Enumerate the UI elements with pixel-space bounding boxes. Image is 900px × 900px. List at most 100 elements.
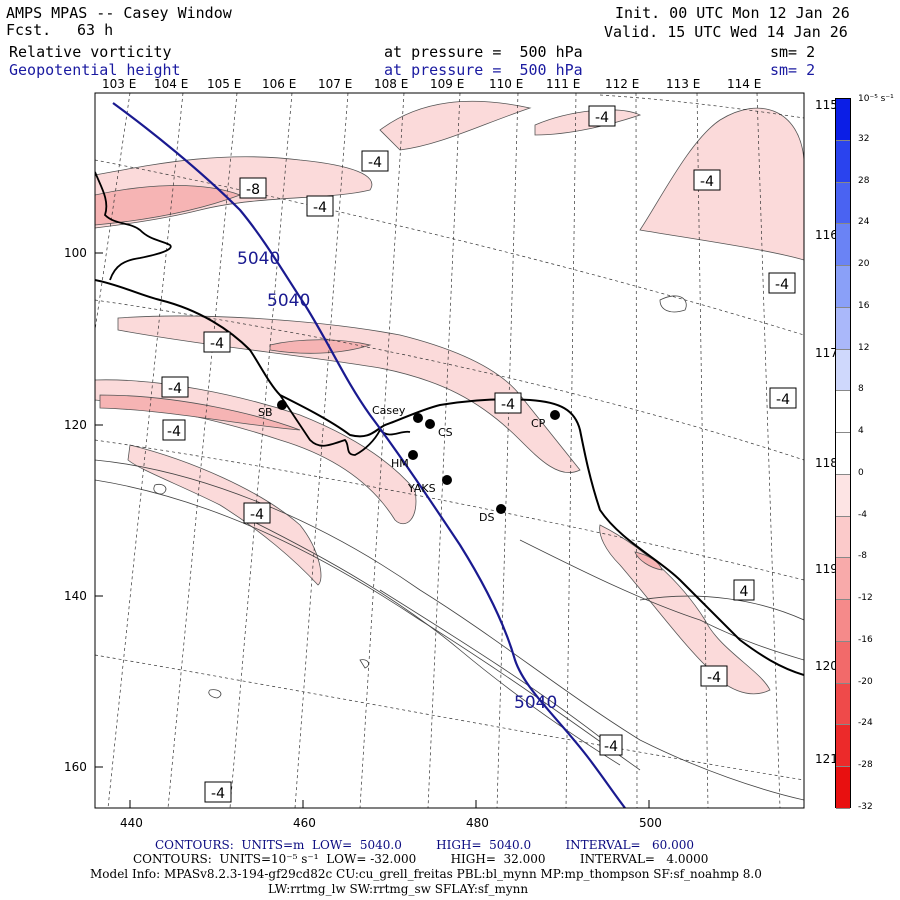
contour-label: -4 bbox=[700, 665, 728, 687]
vorticity-contours bbox=[95, 295, 804, 801]
svg-text:4: 4 bbox=[740, 584, 749, 600]
colorbar-label: 32 bbox=[858, 133, 870, 144]
colorbar-label: 0 bbox=[858, 467, 864, 478]
colorbar-label: 4 bbox=[858, 426, 864, 437]
lon-label-top: 113 E bbox=[666, 77, 701, 91]
graticule bbox=[95, 93, 804, 808]
footer-model-info: Model Info: MPASv8.2.3-194-gf29cd82c CU:… bbox=[90, 867, 762, 881]
colorbar-unit: 10⁻⁵ s⁻¹ bbox=[858, 94, 894, 104]
contour-label: -4 bbox=[306, 195, 334, 217]
colorbar-segment bbox=[836, 349, 850, 392]
colorbar-segment bbox=[836, 767, 850, 809]
colorbar-label: 16 bbox=[858, 300, 870, 311]
x-tick-label: 460 bbox=[293, 816, 316, 830]
lon-label-top: 114 E bbox=[727, 77, 762, 91]
height-label: 5040 bbox=[267, 291, 310, 311]
contour-label: -4 bbox=[162, 419, 186, 441]
lon-label-top: 111 E bbox=[546, 77, 581, 91]
colorbar-segment bbox=[836, 99, 850, 141]
svg-text:-8: -8 bbox=[246, 182, 260, 198]
colorbar-label: -28 bbox=[858, 760, 873, 771]
station-label: Casey bbox=[372, 404, 406, 417]
station-label: CS bbox=[438, 426, 453, 439]
lon-label-top: 112 E bbox=[605, 77, 640, 91]
contour-label: -4 bbox=[204, 781, 232, 803]
svg-text:-4: -4 bbox=[775, 277, 789, 293]
forecast-hour: 63 h bbox=[77, 21, 114, 39]
colorbar-segment bbox=[836, 307, 850, 350]
height-label: 5040 bbox=[514, 693, 557, 713]
contour-label: -4 bbox=[768, 272, 796, 294]
contour-label: -4 bbox=[243, 502, 271, 524]
colorbar-label: -24 bbox=[858, 718, 873, 729]
colorbar-segment bbox=[836, 600, 850, 642]
contour-label: -4 bbox=[161, 376, 189, 398]
svg-text:-4: -4 bbox=[595, 110, 609, 126]
x-tick-label: 440 bbox=[120, 816, 143, 830]
colorbar-label: -16 bbox=[858, 634, 873, 645]
colorbar-segment bbox=[836, 725, 850, 767]
x-tick-label: 480 bbox=[466, 816, 489, 830]
footer-height-contours: CONTOURS: UNITS=m LOW= 5040.0 HIGH= 5040… bbox=[155, 838, 695, 852]
svg-text:-4: -4 bbox=[604, 739, 618, 755]
svg-text:-4: -4 bbox=[700, 174, 714, 190]
station-label: SB bbox=[258, 406, 273, 419]
lon-label-top: 104 E bbox=[154, 77, 189, 91]
y-tick-label: 100 bbox=[64, 246, 87, 260]
station-markers bbox=[277, 400, 560, 514]
colorbar-segment bbox=[836, 391, 850, 433]
valid-time: Valid. 15 UTC Wed 14 Jan 26 bbox=[604, 23, 848, 41]
colorbar-segment bbox=[836, 683, 850, 726]
station-label: YAKS bbox=[407, 482, 436, 495]
init-time: Init. 00 UTC Mon 12 Jan 26 bbox=[615, 4, 850, 22]
colorbar-segment bbox=[836, 516, 850, 559]
height-labels: 5040 5040 5040 bbox=[237, 249, 557, 713]
field1-smoothing: sm= 2 bbox=[770, 43, 816, 61]
colorbar-label: -4 bbox=[858, 509, 867, 520]
svg-text:-4: -4 bbox=[707, 670, 721, 686]
svg-text:-4: -4 bbox=[250, 507, 264, 523]
colorbar-label: -8 bbox=[858, 551, 867, 562]
contour-label: -8 bbox=[239, 177, 267, 199]
svg-text:-4: -4 bbox=[368, 155, 382, 171]
vorticity-labels: -4 -4 -8 -4 -4 -4 -4 -4 -4 -4 -4 -4 -4 -… bbox=[161, 105, 797, 803]
contour-label: -4 bbox=[769, 387, 797, 409]
svg-text:-4: -4 bbox=[501, 397, 515, 413]
colorbar-segment bbox=[836, 224, 850, 266]
footer-model-info-2: LW:rrtmg_lw SW:rrtmg_sw SFLAY:sf_mynn bbox=[268, 882, 529, 896]
colorbar-label: 24 bbox=[858, 217, 870, 228]
station-label: DS bbox=[479, 511, 494, 524]
colorbar-segment bbox=[836, 474, 850, 517]
y-tick-label: 120 bbox=[64, 418, 87, 432]
y-tick-label: 160 bbox=[64, 760, 87, 774]
svg-text:-4: -4 bbox=[313, 200, 327, 216]
station-labels: Casey CS SB HM YAKS DS CP bbox=[258, 404, 546, 524]
colorbar-label: -20 bbox=[858, 676, 873, 687]
lon-label-top: 106 E bbox=[262, 77, 297, 91]
lon-label-top: 108 E bbox=[374, 77, 409, 91]
field2-name: Geopotential height bbox=[9, 61, 181, 79]
colorbar-label: 12 bbox=[858, 342, 870, 353]
contour-label: -4 bbox=[693, 169, 721, 191]
vorticity-shading bbox=[95, 100, 804, 695]
contour-label: -4 bbox=[361, 150, 389, 172]
colorbar-segment bbox=[836, 182, 850, 225]
coastline bbox=[95, 279, 804, 676]
contour-label: -4 bbox=[599, 734, 623, 756]
contour-label: -4 bbox=[588, 105, 616, 127]
height-contour-5040 bbox=[112, 102, 626, 808]
lon-label-top: 103 E bbox=[102, 77, 137, 91]
app-title: AMPS MPAS -- Casey Window bbox=[6, 4, 232, 22]
colorbar-segment bbox=[836, 140, 850, 183]
colorbar-label: 8 bbox=[858, 384, 864, 395]
colorbar-segment bbox=[836, 266, 850, 308]
y-tick-label: 140 bbox=[64, 589, 87, 603]
svg-text:-4: -4 bbox=[210, 336, 224, 352]
field1-name: Relative vorticity bbox=[9, 43, 172, 61]
contour-label: 4 bbox=[733, 579, 755, 601]
lon-label-top: 107 E bbox=[318, 77, 353, 91]
colorbar-label: 28 bbox=[858, 175, 870, 186]
svg-text:-4: -4 bbox=[211, 786, 225, 802]
colorbar-label: 20 bbox=[858, 259, 870, 270]
field2-smoothing: sm= 2 bbox=[770, 61, 816, 79]
